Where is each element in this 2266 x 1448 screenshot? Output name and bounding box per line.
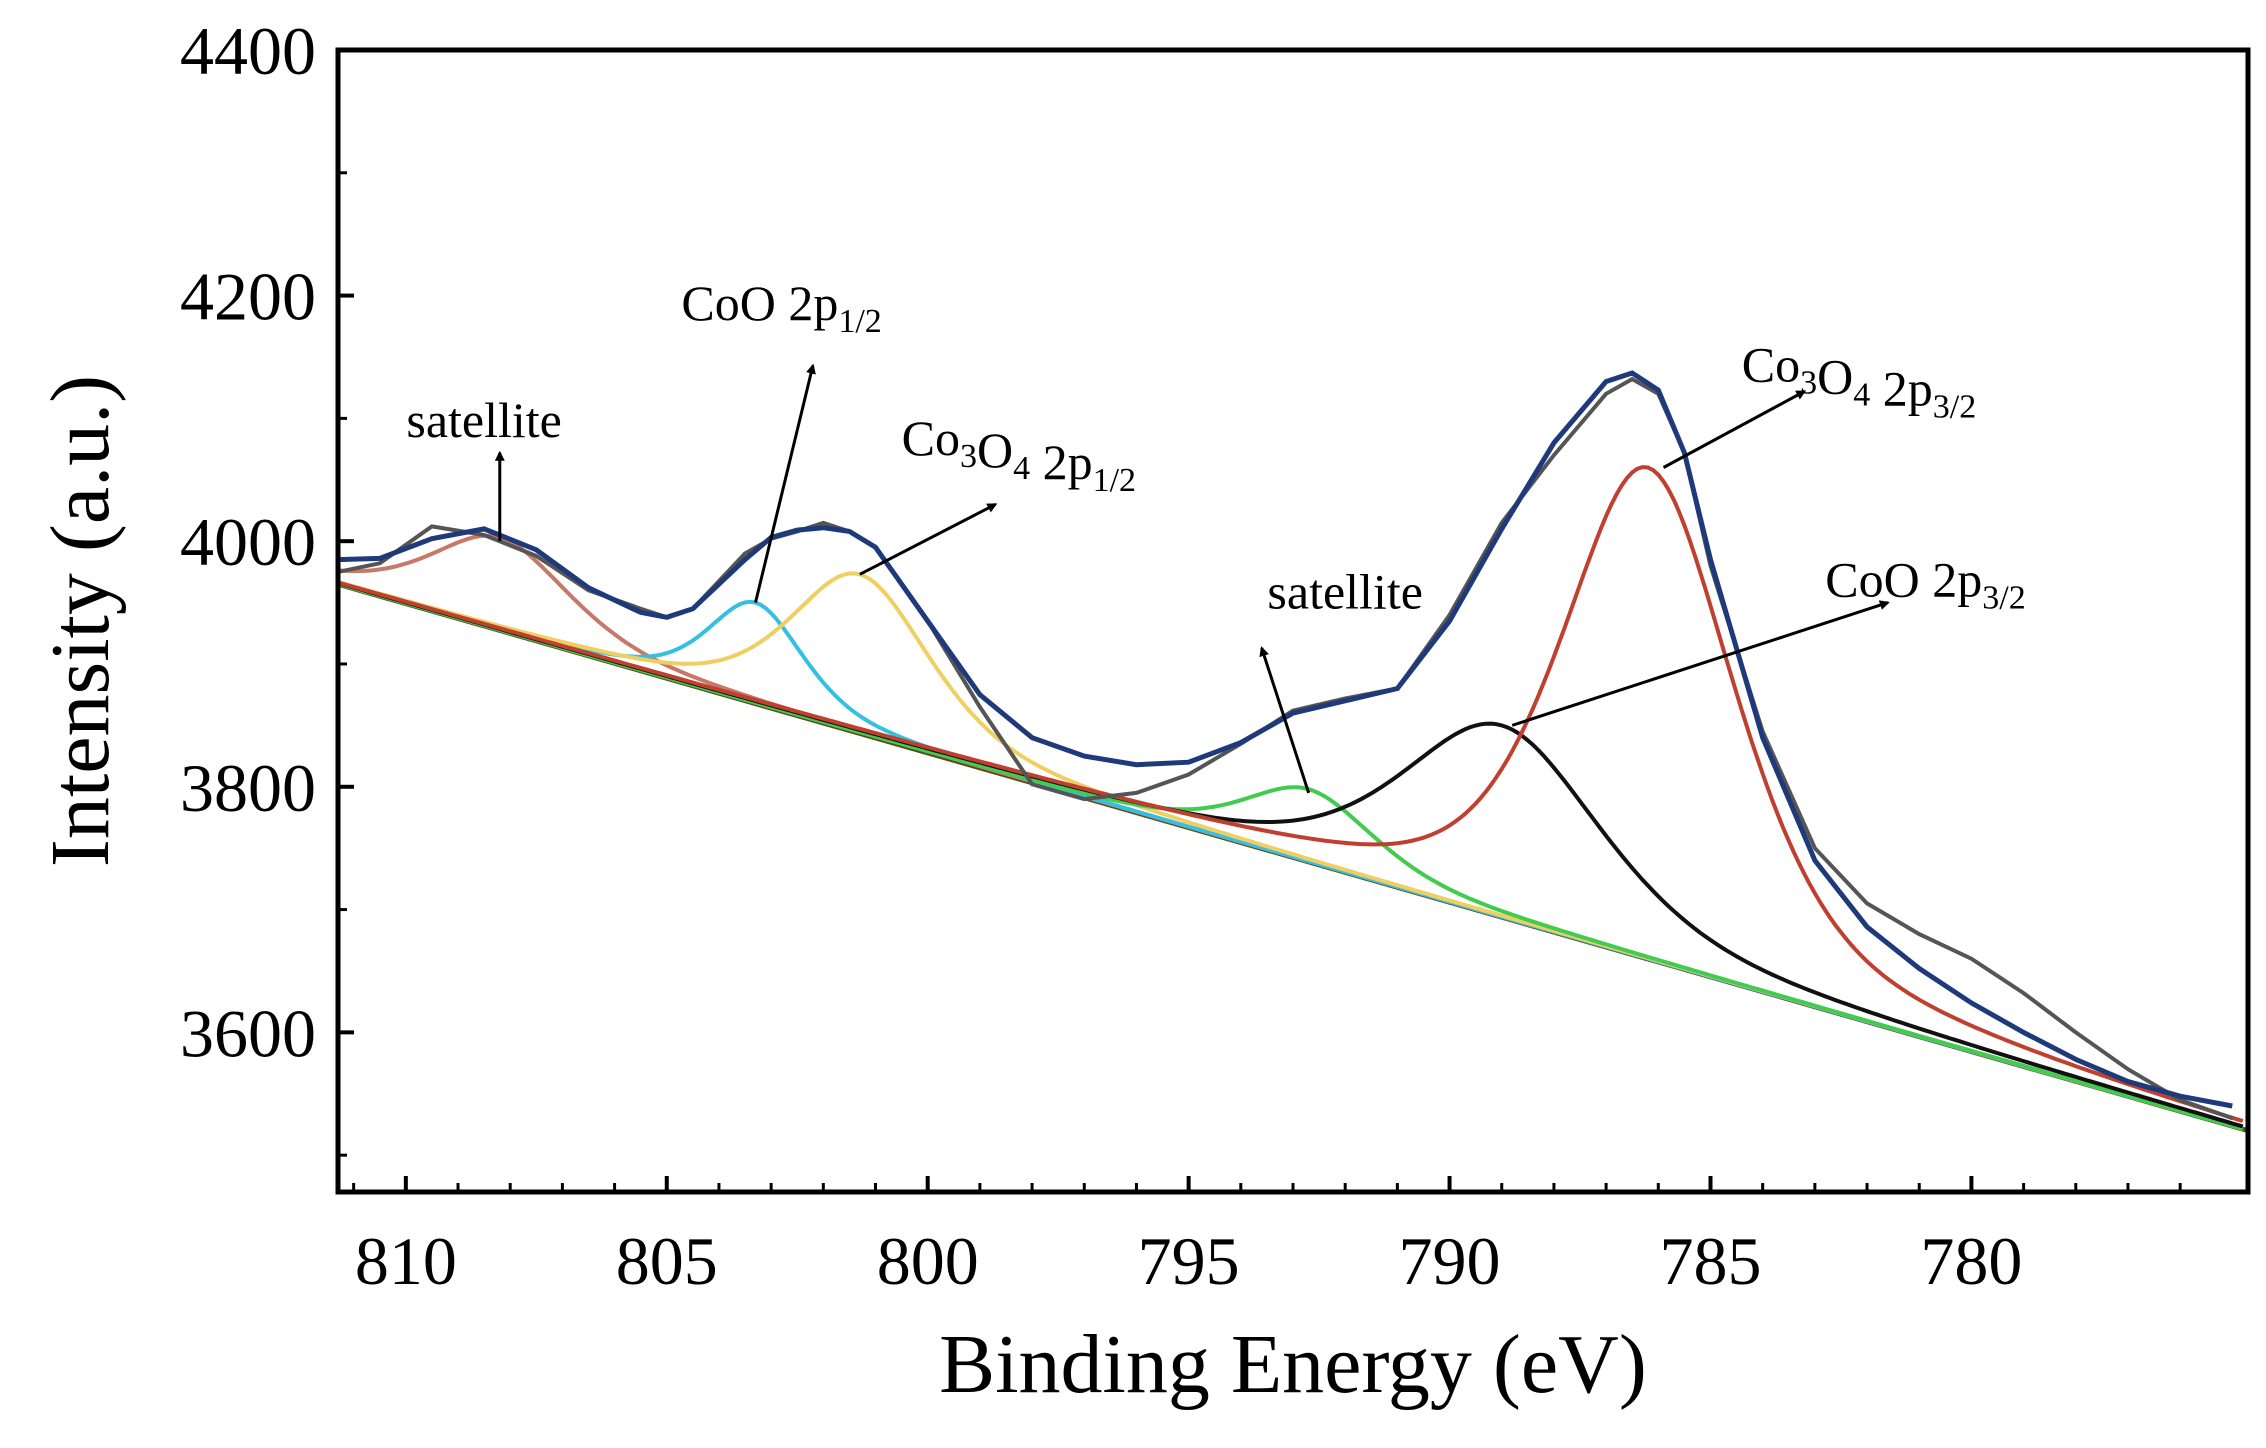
annotation-label: Co3O4 2p3/2 xyxy=(1742,337,1976,426)
x-tick-label: 810 xyxy=(355,1223,457,1299)
annotation-coo-32: CoO 2p3/2 xyxy=(1511,551,2026,727)
annotation-label: satellite xyxy=(1267,564,1423,620)
annotation-label: satellite xyxy=(406,392,562,448)
annotation-arrow xyxy=(754,363,816,603)
y-axis-ticks: 3600 3800 4000 4200 4400 xyxy=(180,13,354,1157)
x-tick-label: 785 xyxy=(1659,1223,1761,1299)
y-tick-label: 3600 xyxy=(180,995,316,1071)
y-tick-label: 3800 xyxy=(180,750,316,826)
annotation-label: CoO 2p1/2 xyxy=(681,275,881,340)
y-tick-label: 4200 xyxy=(180,259,316,335)
annotation-label: CoO 2p3/2 xyxy=(1825,551,2025,616)
annotation-coo-12: CoO 2p1/2 xyxy=(681,275,882,603)
x-tick-label: 780 xyxy=(1920,1223,2022,1299)
fitted-curves xyxy=(337,370,2249,1134)
annotation-arrow xyxy=(1511,600,1890,727)
raw-data-line xyxy=(337,376,2233,1121)
annotation-arrow xyxy=(1259,646,1311,794)
annotation-sat-1: satellite xyxy=(406,392,562,542)
annotation-co3o4-32: Co3O4 2p3/2 xyxy=(1662,337,1976,469)
y-tick-label: 4400 xyxy=(180,13,316,89)
x-tick-label: 805 xyxy=(616,1223,718,1299)
annotation-arrow xyxy=(1662,390,1807,469)
annotation-label: Co3O4 2p1/2 xyxy=(902,410,1136,499)
fit-component-6 xyxy=(337,465,2244,1123)
y-tick-label: 4000 xyxy=(180,504,316,580)
x-tick-label: 790 xyxy=(1399,1223,1501,1299)
fit-envelope-line xyxy=(337,370,2233,1109)
x-axis-ticks: 810 805 800 795 790 785 780 xyxy=(352,1176,2182,1299)
annotation-co3o4-12: Co3O4 2p1/2 xyxy=(859,410,1136,576)
annotations: satellite CoO 2p1/2 Co3O4 2p1/2 satellite Co… xyxy=(406,275,2026,794)
x-tick-label: 795 xyxy=(1138,1223,1240,1299)
annotation-arrow xyxy=(859,503,998,576)
y-axis-title: Intensity (a.u.) xyxy=(34,375,127,867)
x-tick-label: 800 xyxy=(877,1223,979,1299)
x-axis-title: Binding Energy (eV) xyxy=(939,1318,1647,1411)
annotation-sat-2: satellite xyxy=(1259,564,1423,794)
